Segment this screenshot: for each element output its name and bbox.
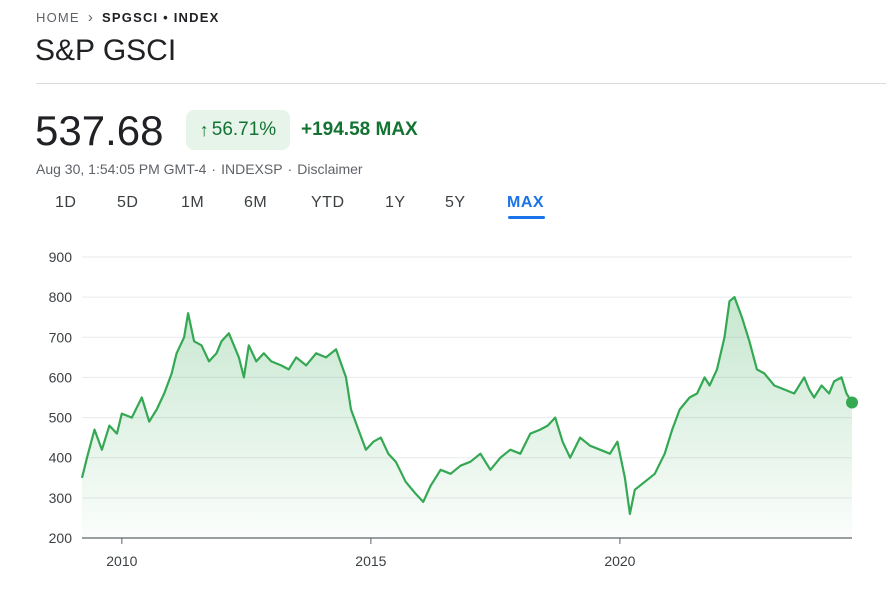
breadcrumb-current: SPGSCI • INDEX	[102, 10, 220, 25]
y-tick-label: 400	[49, 450, 73, 466]
tab-5y[interactable]: 5Y	[445, 194, 466, 211]
current-price-marker	[846, 396, 858, 409]
meta-separator: ·	[287, 161, 293, 177]
percent-change-value: 56.71%	[211, 119, 277, 140]
y-tick-label: 200	[49, 530, 73, 546]
timestamp: Aug 30, 1:54:05 PM GMT-4	[36, 161, 207, 177]
breadcrumb-home-link[interactable]: HOME	[36, 10, 80, 25]
absolute-change: +194.58 MAX	[301, 119, 418, 140]
price-chart[interactable]: 200 300 400 500 600 700 800 900 2010 2015 2020	[0, 235, 886, 589]
disclaimer-link[interactable]: Disclaimer	[297, 161, 363, 177]
tab-1y[interactable]: 1Y	[385, 194, 406, 211]
x-tick-label: 2015	[355, 553, 386, 569]
x-tick-label: 2020	[604, 553, 635, 569]
breadcrumb: HOME › SPGSCI • INDEX	[36, 9, 219, 26]
y-tick-label: 700	[49, 329, 73, 345]
range-tabs: 1D 5D 1M 6M YTD 1Y 5Y MAX	[0, 194, 886, 224]
arrow-up-icon: ↑	[199, 119, 209, 140]
tab-5d[interactable]: 5D	[117, 194, 139, 211]
price-area-fill	[82, 297, 852, 538]
meta-separator: ·	[211, 161, 217, 177]
active-tab-indicator	[508, 216, 545, 219]
percent-change-badge: ↑ 56.71%	[186, 110, 290, 150]
header-divider	[36, 83, 886, 84]
quote-meta: Aug 30, 1:54:05 PM GMT-4 · INDEXSP · Dis…	[36, 161, 363, 177]
x-axis: 2010 2015 2020	[106, 538, 636, 569]
chevron-right-icon: ›	[87, 9, 95, 26]
y-axis: 200 300 400 500 600 700 800 900	[49, 249, 73, 546]
y-tick-label: 500	[49, 410, 73, 426]
page-title: S&P GSCI	[35, 34, 177, 67]
x-tick-label: 2010	[106, 553, 137, 569]
price-line	[80, 296, 853, 515]
y-tick-label: 300	[49, 490, 73, 506]
y-tick-label: 900	[49, 249, 73, 265]
current-price: 537.68	[35, 107, 164, 154]
y-tick-label: 600	[49, 369, 73, 385]
tab-1d[interactable]: 1D	[55, 194, 77, 211]
y-tick-label: 800	[49, 289, 73, 305]
tab-ytd[interactable]: YTD	[311, 194, 345, 211]
tab-6m[interactable]: 6M	[244, 194, 268, 211]
tab-1m[interactable]: 1M	[181, 194, 205, 211]
exchange: INDEXSP	[221, 161, 283, 177]
tab-max[interactable]: MAX	[507, 194, 545, 211]
